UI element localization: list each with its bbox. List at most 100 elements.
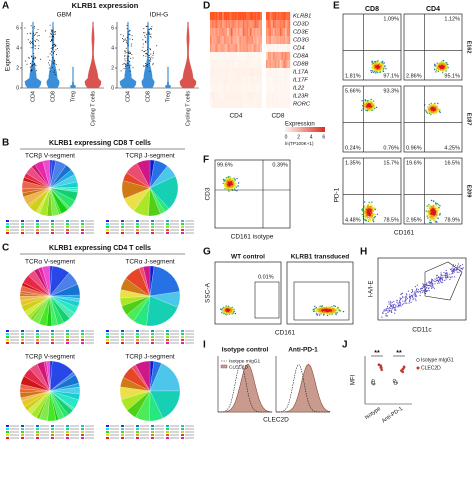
event-dot (366, 109, 369, 112)
event-dot (361, 213, 363, 216)
event-dot (227, 181, 229, 183)
heat-cell (251, 20, 254, 28)
cell-dot (54, 43, 56, 45)
cell-dot (48, 62, 49, 64)
event-dot (434, 65, 436, 67)
event-dot (443, 69, 445, 71)
cell-dot (54, 61, 56, 63)
heat-cell (239, 84, 242, 92)
event-dot (361, 209, 364, 211)
heat-cell (284, 68, 287, 76)
heat-cell (222, 76, 224, 84)
legend-text (55, 330, 64, 332)
event-dot (456, 271, 458, 273)
event-dot (386, 305, 389, 308)
legend-text (25, 431, 34, 433)
event-dot (430, 212, 432, 215)
event-dot (370, 98, 372, 101)
legend-text (185, 431, 194, 433)
heat-cell (279, 100, 282, 108)
event-dot (404, 302, 406, 304)
event-dot (437, 209, 439, 211)
cell-dot (31, 38, 33, 40)
legend-text (110, 223, 119, 225)
cell-dot (148, 59, 150, 61)
cell-dot (50, 51, 52, 53)
event-dot (318, 314, 321, 316)
heat-cell (237, 28, 240, 36)
legend-swatch (121, 339, 124, 341)
heat-cell (210, 92, 212, 100)
event-dot (431, 106, 433, 109)
label: 99.6% (217, 162, 233, 168)
cell-dot (152, 64, 154, 66)
legend-text (55, 342, 64, 344)
event-dot (428, 290, 430, 292)
cell-dot (55, 45, 57, 47)
event-dot (414, 286, 416, 288)
event-dot (431, 210, 433, 212)
event-dot (441, 275, 443, 277)
heat-cell (218, 52, 221, 60)
event-dot (404, 296, 406, 298)
legend-text (85, 223, 94, 225)
panel-label: F (203, 155, 209, 166)
event-dot (430, 215, 433, 217)
cell-dot (148, 55, 150, 56)
legend-text (155, 437, 164, 439)
label: Treg (165, 91, 171, 102)
event-dot (427, 207, 429, 209)
event-dot (443, 64, 445, 67)
heat-cell (211, 84, 214, 92)
cell-dot (156, 45, 158, 47)
event-dot (442, 70, 445, 72)
heat-cell (260, 12, 262, 20)
heat-cell (213, 28, 216, 36)
cell-dot (130, 57, 132, 59)
heat-cell (244, 76, 247, 84)
event-dot (436, 207, 439, 210)
label: GBM (57, 12, 72, 19)
cell-dot (34, 45, 36, 47)
cell-dot (49, 71, 51, 73)
event-dot (333, 308, 336, 311)
event-dot (452, 271, 454, 273)
heat-cell (227, 60, 230, 68)
heat-cell (237, 68, 240, 76)
legend-swatch (121, 434, 124, 436)
heat-cell (283, 84, 285, 92)
event-dot (412, 299, 414, 301)
event-dot (441, 66, 443, 68)
legend-text (155, 232, 164, 234)
heat-cell (283, 60, 285, 68)
legend-swatch (151, 434, 154, 436)
heat-cell (211, 100, 214, 108)
legend-text (85, 330, 94, 332)
legend-swatch (36, 232, 39, 234)
legend-swatch (36, 339, 39, 341)
cell-dot (54, 60, 55, 62)
legend-swatch (36, 437, 39, 439)
event-dot (374, 63, 376, 66)
event-dot (367, 100, 369, 102)
cell-dot (147, 51, 149, 53)
legend-text (170, 428, 179, 430)
heat-cell (216, 20, 219, 28)
heat-cell (271, 36, 273, 44)
heat-cell (232, 20, 235, 28)
legend-text (170, 336, 179, 338)
cell-dot (127, 57, 129, 59)
label: CD161 (394, 230, 415, 237)
heat-cell (237, 100, 240, 108)
legend-swatch (181, 428, 184, 430)
event-dot (388, 310, 390, 312)
heat-cell (281, 36, 284, 44)
heat-cell (222, 92, 224, 100)
event-dot (442, 59, 445, 62)
label: 4 (310, 134, 313, 140)
event-dot (421, 287, 423, 289)
cell-dot (144, 65, 146, 67)
event-dot (222, 309, 224, 311)
heat-cell (271, 52, 273, 60)
event-dot (430, 207, 432, 210)
